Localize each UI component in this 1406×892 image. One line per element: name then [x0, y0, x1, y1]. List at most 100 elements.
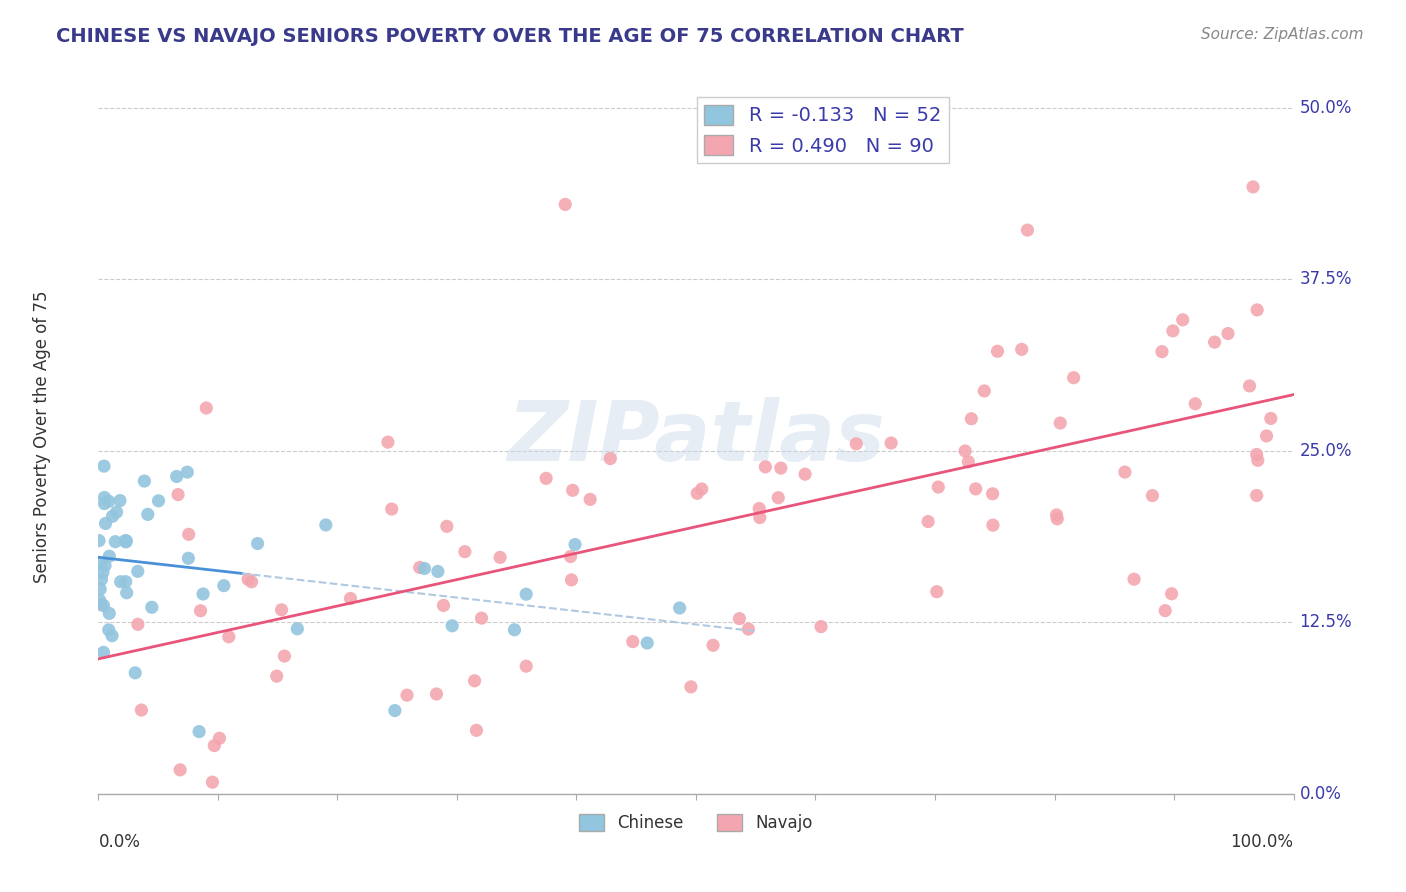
Point — [266, 669, 288, 683]
Point — [91, 566, 114, 580]
Point — [748, 501, 770, 516]
Point — [190, 604, 212, 618]
Point — [702, 638, 724, 652]
Point — [167, 487, 190, 501]
Point — [176, 465, 198, 479]
Point — [686, 486, 709, 500]
Point — [1011, 343, 1033, 357]
Point — [94, 558, 117, 573]
Point — [413, 561, 436, 575]
Text: 0.0%: 0.0% — [1299, 785, 1341, 803]
Point — [177, 551, 200, 566]
Point — [503, 623, 526, 637]
Point — [1246, 448, 1268, 462]
Point — [384, 704, 406, 718]
Point — [1123, 572, 1146, 586]
Point — [1246, 302, 1268, 317]
Point — [561, 483, 583, 498]
Point — [1204, 335, 1226, 350]
Point — [927, 480, 949, 494]
Point — [101, 509, 124, 524]
Point — [1256, 429, 1278, 443]
Point — [97, 623, 120, 637]
Point — [148, 493, 170, 508]
Point — [94, 516, 117, 531]
Point — [124, 665, 146, 680]
Point — [89, 593, 111, 607]
Point — [114, 574, 136, 589]
Point — [515, 659, 537, 673]
Text: 50.0%: 50.0% — [1299, 99, 1353, 117]
Point — [93, 497, 115, 511]
Point — [560, 549, 582, 564]
Point — [690, 482, 713, 496]
Point — [1216, 326, 1239, 341]
Text: Source: ZipAtlas.com: Source: ZipAtlas.com — [1201, 27, 1364, 42]
Point — [90, 572, 112, 586]
Point — [1142, 489, 1164, 503]
Point — [426, 565, 449, 579]
Point — [188, 724, 211, 739]
Point — [973, 384, 995, 398]
Point — [115, 586, 138, 600]
Point — [917, 515, 939, 529]
Point — [218, 630, 240, 644]
Point — [409, 560, 432, 574]
Point — [89, 582, 111, 597]
Point — [953, 444, 976, 458]
Point — [134, 474, 156, 488]
Point — [93, 599, 115, 613]
Point — [115, 535, 138, 549]
Point — [131, 703, 153, 717]
Text: 100.0%: 100.0% — [1230, 833, 1294, 851]
Point — [195, 401, 218, 415]
Point — [1049, 416, 1071, 430]
Point — [679, 680, 702, 694]
Point — [794, 467, 817, 482]
Point — [748, 510, 770, 524]
Point — [432, 599, 454, 613]
Point — [599, 451, 621, 466]
Point — [986, 344, 1008, 359]
Point — [212, 579, 235, 593]
Point — [127, 617, 149, 632]
Point — [1046, 512, 1069, 526]
Point — [377, 435, 399, 450]
Point — [285, 622, 308, 636]
Point — [768, 491, 790, 505]
Point — [454, 544, 477, 558]
Point — [90, 598, 112, 612]
Point — [395, 688, 418, 702]
Point — [1260, 411, 1282, 425]
Point — [104, 534, 127, 549]
Point — [93, 645, 115, 659]
Text: CHINESE VS NAVAJO SENIORS POVERTY OVER THE AGE OF 75 CORRELATION CHART: CHINESE VS NAVAJO SENIORS POVERTY OVER T… — [56, 27, 965, 45]
Point — [98, 607, 121, 621]
Point — [960, 411, 983, 425]
Point — [177, 527, 200, 541]
Point — [93, 459, 115, 474]
Point — [728, 612, 751, 626]
Point — [381, 502, 404, 516]
Point — [97, 494, 120, 508]
Point — [560, 573, 582, 587]
Point — [464, 673, 486, 688]
Text: 37.5%: 37.5% — [1299, 270, 1353, 288]
Point — [87, 533, 110, 548]
Legend: Chinese, Navajo: Chinese, Navajo — [572, 807, 820, 839]
Point — [201, 775, 224, 789]
Point — [339, 591, 361, 606]
Point — [465, 723, 488, 738]
Point — [1247, 453, 1270, 467]
Point — [1246, 488, 1268, 502]
Point — [1154, 604, 1177, 618]
Point — [246, 536, 269, 550]
Point — [489, 550, 512, 565]
Point — [1063, 370, 1085, 384]
Point — [554, 197, 576, 211]
Point — [169, 763, 191, 777]
Point — [1045, 508, 1067, 522]
Point — [208, 731, 231, 746]
Point — [965, 482, 987, 496]
Point — [1114, 465, 1136, 479]
